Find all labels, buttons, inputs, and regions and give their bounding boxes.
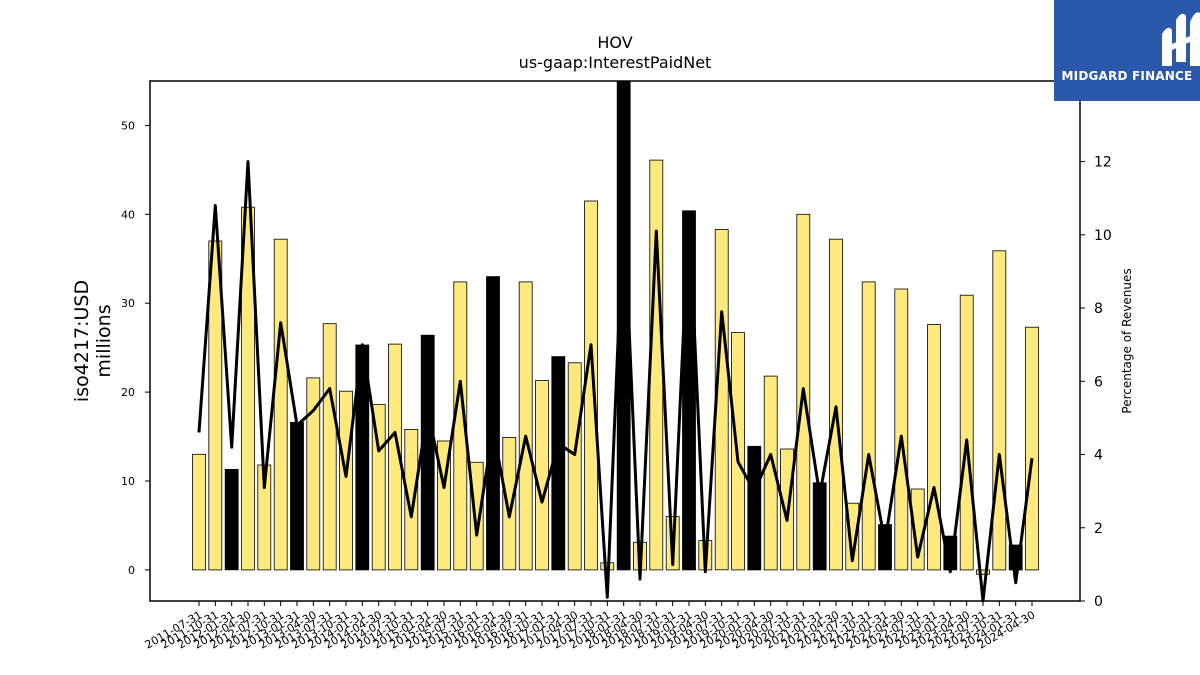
x-axis: 2011-07-312011-10-312012-01-312012-04-30… — [143, 601, 1038, 652]
bar-2022-04-30 — [894, 288, 909, 571]
y2-tick-label: 12 — [1094, 155, 1112, 171]
bar-2013-07-31 — [322, 323, 337, 571]
line-series — [197, 160, 1034, 603]
y-tick-label: 40 — [121, 208, 135, 221]
bar-2013-10-31 — [339, 390, 353, 571]
y2-tick-label: 8 — [1094, 301, 1103, 317]
bar-2015-01-31 — [420, 334, 435, 571]
y-axis-label: iso4217:USDmillions — [71, 280, 115, 402]
y-tick-label: 30 — [121, 297, 135, 310]
bar-2024-04-30 — [1025, 326, 1039, 571]
bar-series — [192, 80, 1039, 575]
bar-2023-10-31 — [992, 250, 1007, 571]
bar-2014-07-31 — [388, 343, 402, 571]
y-axis-right: 0 2 4 6 8 10 12 — [1080, 155, 1112, 610]
bar-2012-10-31 — [273, 238, 288, 571]
y-tick-label: 10 — [121, 475, 135, 488]
bar-2022-01-31 — [878, 524, 892, 571]
bar-2020-01-31 — [747, 445, 762, 571]
y2-tick-label: 4 — [1094, 448, 1103, 464]
y-axis-left: 0 10 20 30 40 50 — [121, 119, 150, 577]
y-axis-label-line: millions — [93, 304, 115, 377]
chart-subtitle: us-gaap:InterestPaidNet — [519, 53, 712, 72]
bar-2020-04-30 — [763, 375, 778, 571]
bar-2011-10-31 — [208, 240, 223, 571]
bar-2014-10-31 — [404, 428, 419, 571]
y2-tick-label: 2 — [1094, 521, 1103, 537]
bar-2016-10-31 — [535, 380, 549, 571]
bar-2021-04-30 — [829, 238, 843, 571]
bar-2023-07-31 — [976, 569, 990, 575]
bar-2016-07-31 — [518, 281, 533, 571]
y2-axis-label: Percentage of Revenues — [1120, 268, 1134, 413]
bar-2023-04-30 — [959, 294, 974, 571]
y2-tick-label: 0 — [1094, 594, 1103, 610]
bar-2011-07-31 — [192, 453, 206, 571]
bar-2015-10-31 — [469, 461, 484, 571]
bar-2021-10-31 — [861, 281, 876, 571]
chart-title: HOV — [597, 33, 632, 52]
midgard-mh-monogram-icon — [1162, 12, 1200, 66]
y2-tick-label: 6 — [1094, 374, 1103, 390]
bar-2016-04-30 — [502, 436, 517, 571]
bar-2013-01-31 — [290, 421, 304, 571]
y-axis-label-line: iso4217:USD — [71, 280, 93, 402]
y-tick-label: 20 — [121, 386, 135, 399]
y-tick-label: 50 — [121, 119, 135, 132]
percentage-line — [197, 160, 1034, 603]
brand-name: MIDGARD FINANCE — [1061, 69, 1193, 83]
plot-frame — [149, 80, 1081, 602]
bar-2022-10-31 — [927, 324, 941, 571]
bar-2016-01-31 — [486, 276, 500, 571]
bar-2013-04-30 — [306, 377, 321, 571]
brand-logo: MIDGARD FINANCE — [1054, 0, 1200, 101]
y-tick-label: 0 — [128, 564, 135, 577]
bar-2012-01-31 — [224, 468, 239, 571]
bar-2017-04-30 — [567, 362, 582, 571]
bar-2012-04-30 — [241, 206, 255, 571]
bar-2021-01-31 — [812, 482, 827, 571]
bar-2018-07-31 — [649, 159, 664, 571]
y2-tick-label: 10 — [1094, 228, 1112, 244]
bar-2019-01-31 — [682, 210, 696, 571]
